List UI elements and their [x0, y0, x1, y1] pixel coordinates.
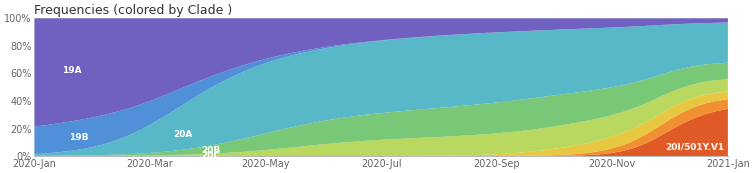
Text: 20B: 20B: [201, 146, 220, 155]
Text: 19A: 19A: [62, 66, 81, 75]
Text: 20A: 20A: [173, 130, 192, 139]
Text: Frequencies (colored by Clade ): Frequencies (colored by Clade ): [35, 4, 233, 17]
Text: 19B: 19B: [69, 133, 89, 142]
Text: 20I/501Y.V1: 20I/501Y.V1: [666, 142, 725, 151]
Text: 20C: 20C: [201, 151, 220, 160]
